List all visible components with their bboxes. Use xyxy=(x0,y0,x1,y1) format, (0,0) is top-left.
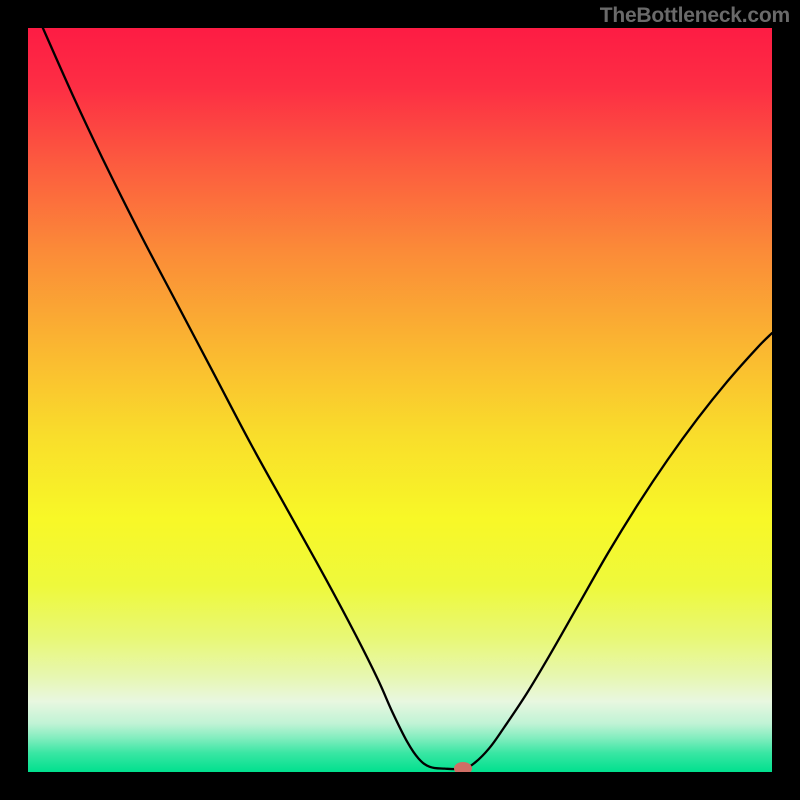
optimal-point-marker xyxy=(454,762,472,772)
plot-area xyxy=(28,28,772,772)
bottleneck-curve xyxy=(28,28,772,772)
watermark-text: TheBottleneck.com xyxy=(600,4,790,28)
